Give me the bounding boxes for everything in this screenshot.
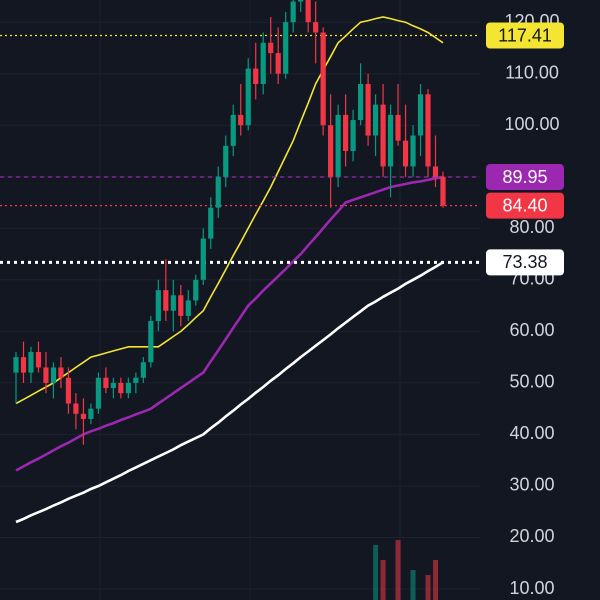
candle-body <box>103 377 109 389</box>
price-tag <box>486 164 564 191</box>
y-tick-label: 10.00 <box>509 578 554 598</box>
y-tick-label: 80.00 <box>509 217 554 237</box>
candle-body <box>313 22 319 33</box>
candle-body <box>357 83 364 121</box>
price-tag <box>486 22 564 49</box>
y-tick-label: 110.00 <box>505 62 559 82</box>
candle-body <box>305 0 311 23</box>
y-tick-label: 60.00 <box>509 320 554 340</box>
candle-body <box>193 279 199 301</box>
volume-bar <box>433 560 439 600</box>
volume-bar <box>410 570 416 600</box>
candle-body <box>58 367 64 378</box>
moving-average-line <box>15 175 444 472</box>
candle-body <box>178 295 184 316</box>
candle-body <box>43 367 49 383</box>
candle-body <box>200 238 206 280</box>
candle-body <box>73 403 79 414</box>
candle-body <box>95 377 102 409</box>
volume-bar <box>395 540 401 600</box>
price-tag <box>486 249 564 276</box>
candle-body <box>163 290 169 311</box>
candle-body <box>65 377 72 404</box>
candle-body <box>328 125 334 177</box>
price-tag <box>486 192 564 219</box>
candle-body <box>260 42 266 84</box>
price-tag-label: 89.95 <box>502 167 547 187</box>
y-tick-label: 100.00 <box>504 114 559 134</box>
candle-body <box>290 1 296 23</box>
candle-body <box>402 140 409 167</box>
candle-body <box>253 68 259 84</box>
candle-body <box>170 295 176 311</box>
candle-body <box>20 357 27 373</box>
candle-body <box>440 176 446 206</box>
moving-average-line <box>15 261 444 524</box>
moving-average-line <box>15 16 444 405</box>
y-tick-label: 50.00 <box>509 372 554 392</box>
candle-body <box>245 68 251 126</box>
candle-body <box>275 53 281 74</box>
candle-body <box>365 83 371 136</box>
candle-body <box>223 145 229 177</box>
candle-body <box>380 104 386 167</box>
candle-body <box>50 367 57 383</box>
candle-body <box>215 176 221 208</box>
price-tag-label: 84.40 <box>502 195 547 215</box>
candle-body <box>140 362 146 378</box>
candle-body <box>320 32 326 126</box>
candle-body <box>268 42 274 54</box>
candle-body <box>350 120 356 151</box>
candle-body <box>80 413 87 419</box>
candle-body <box>125 382 131 394</box>
candle-body <box>417 94 424 136</box>
volume-bar <box>380 560 386 600</box>
candle-body <box>410 135 416 167</box>
volume-bar <box>425 575 431 600</box>
y-tick-label: 20.00 <box>509 526 554 546</box>
candle-body <box>425 94 431 167</box>
candle-body <box>13 357 19 373</box>
price-tag-label: 117.41 <box>498 25 552 45</box>
candle-body <box>155 290 161 322</box>
candle-body <box>387 114 394 167</box>
candle-body <box>298 0 304 2</box>
candle-body <box>335 114 341 177</box>
y-tick-label: 30.00 <box>509 475 554 495</box>
candle-body <box>118 382 124 394</box>
volume-bar <box>373 545 379 600</box>
candle-body <box>35 351 42 368</box>
candle-body <box>208 207 214 239</box>
candle-body <box>88 408 94 419</box>
candle-body <box>372 104 379 136</box>
candle-body <box>185 300 191 316</box>
candle-body <box>432 166 439 177</box>
candle-body <box>133 377 139 383</box>
candle-body <box>110 382 116 389</box>
candle-body <box>283 22 289 74</box>
candle-body <box>343 114 349 151</box>
price-tag-label: 73.38 <box>502 252 547 272</box>
candle-body <box>148 321 154 363</box>
y-tick-label: 40.00 <box>509 423 554 443</box>
candle-body <box>238 114 244 126</box>
candle-body <box>28 351 34 373</box>
candle-body <box>230 114 236 146</box>
candle-body <box>395 114 401 141</box>
